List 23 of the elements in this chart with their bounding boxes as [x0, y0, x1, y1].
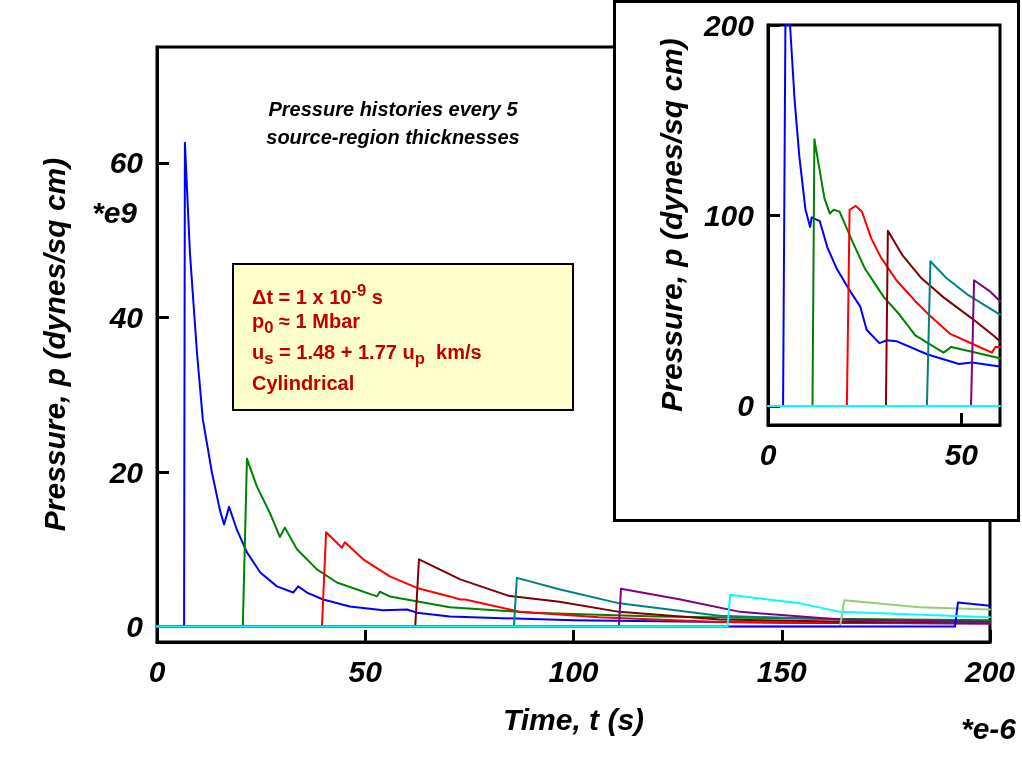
y-tick-label: 0 — [737, 389, 755, 423]
x-tick-label: 150 — [756, 654, 808, 688]
x-tick-label: 0 — [148, 654, 166, 688]
x-tick-label: 100 — [548, 654, 599, 688]
x-tick-label: 200 — [963, 654, 1016, 688]
text: Pressure histories every 5 source-region thicknesses — [266, 98, 520, 148]
y-tick-label: 200 — [702, 8, 755, 42]
text: *e9 — [92, 196, 138, 230]
y-tick-label: 40 — [108, 300, 144, 334]
x-axis-title: Time, t (s) — [502, 702, 645, 736]
y-tick-label: 100 — [703, 198, 755, 232]
x-tick-label: 50 — [348, 654, 383, 688]
y-axis-title: Pressure, p (dynes/sq cm) — [654, 38, 688, 412]
y-tick-label: 60 — [109, 146, 144, 180]
y-axis-title: Pressure, p (dynes/sq cm) — [37, 157, 71, 532]
y-tick-label: 20 — [108, 455, 144, 489]
y-tick-label: 0 — [126, 610, 144, 644]
x-tick-label: 50 — [944, 437, 979, 471]
text: *e-6 — [960, 712, 1016, 746]
annotation: Δt = 1 x 10$^{-9}$ s — [252, 280, 384, 309]
annotation: Cylindrical — [252, 370, 356, 395]
annotation: p$_{0}$ ≈ 1 Mbar — [252, 308, 362, 339]
annotation: u$_{s}$ = 1.48 + 1.77 u$_{p}$ km/s — [252, 339, 483, 370]
